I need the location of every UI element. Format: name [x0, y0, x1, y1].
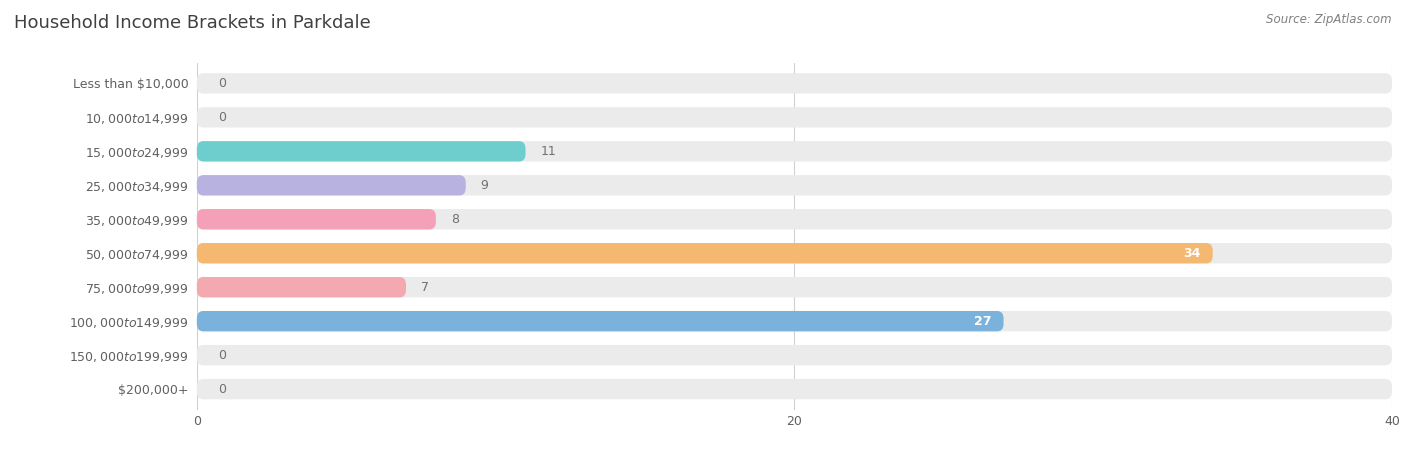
Text: 0: 0 [218, 349, 226, 362]
FancyBboxPatch shape [197, 345, 1392, 365]
FancyBboxPatch shape [197, 175, 465, 195]
FancyBboxPatch shape [197, 107, 1392, 127]
Text: 9: 9 [481, 179, 488, 192]
FancyBboxPatch shape [197, 243, 1212, 263]
FancyBboxPatch shape [197, 175, 1392, 195]
FancyBboxPatch shape [197, 209, 436, 230]
FancyBboxPatch shape [197, 277, 406, 297]
Text: 0: 0 [218, 77, 226, 90]
Text: 34: 34 [1184, 247, 1201, 260]
FancyBboxPatch shape [197, 141, 1392, 162]
FancyBboxPatch shape [197, 73, 1392, 94]
Text: 8: 8 [451, 213, 458, 226]
FancyBboxPatch shape [197, 379, 1392, 399]
Text: 7: 7 [420, 281, 429, 294]
Text: Household Income Brackets in Parkdale: Household Income Brackets in Parkdale [14, 14, 371, 32]
Text: 0: 0 [218, 111, 226, 124]
FancyBboxPatch shape [197, 141, 526, 162]
FancyBboxPatch shape [197, 277, 1392, 297]
FancyBboxPatch shape [197, 311, 1392, 331]
FancyBboxPatch shape [197, 311, 1004, 331]
Text: 0: 0 [218, 382, 226, 396]
Text: Source: ZipAtlas.com: Source: ZipAtlas.com [1267, 14, 1392, 27]
Text: 27: 27 [974, 315, 991, 328]
Text: 11: 11 [540, 145, 557, 158]
FancyBboxPatch shape [197, 209, 1392, 230]
FancyBboxPatch shape [197, 243, 1392, 263]
